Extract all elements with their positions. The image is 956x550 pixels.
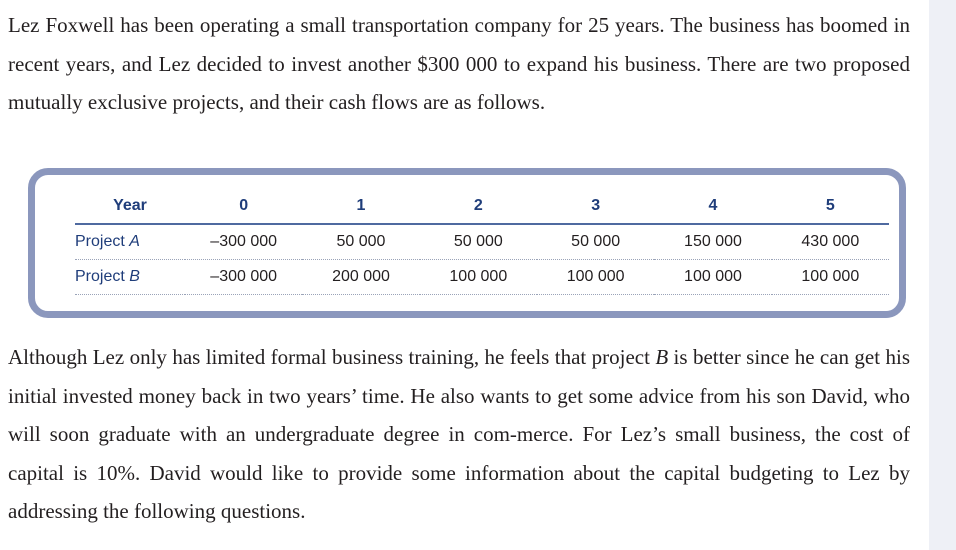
table-cell: 100 000 [419,259,537,295]
analysis-text-start: Although Lez only has limited formal bus… [8,345,656,369]
row-label-project-a: Project A [75,224,185,260]
table-row: Project A –300 000 50 000 50 000 50 000 … [75,224,889,260]
intro-paragraph: Lez Foxwell has been operating a small t… [8,13,910,114]
row-label-letter: B [129,268,140,285]
project-variable: B [655,345,669,369]
table-row: Project B –300 000 200 000 100 000 100 0… [75,259,889,295]
analysis-paragraph: Although Lez only has limited formal bus… [8,338,910,531]
table-cell: 100 000 [654,259,772,295]
table-cell: 50 000 [536,224,655,260]
header-year-5: 5 [771,189,889,225]
table-cell: 50 000 [419,224,537,260]
cash-flow-table-wrap: Year 0 1 2 3 4 5 Project A –300 000 50 0… [75,189,889,295]
header-year-label: Year [75,189,185,225]
table-cell: 200 000 [302,259,420,295]
table-header-row: Year 0 1 2 3 4 5 [75,189,889,225]
header-year-1: 1 [302,189,420,225]
row-label-prefix: Project [75,268,130,285]
table-cell: 430 000 [771,224,889,260]
table-cell: 50 000 [302,224,420,260]
table-cell: 100 000 [771,259,889,295]
analysis-text-end: is better since he can get his initial i… [8,345,910,523]
row-label-project-b: Project B [75,259,185,295]
header-year-4: 4 [654,189,772,225]
header-year-2: 2 [419,189,537,225]
header-year-3: 3 [536,189,655,225]
table-cell: 150 000 [654,224,772,260]
table-cell: –300 000 [185,224,303,260]
cash-flow-table-frame: Year 0 1 2 3 4 5 Project A –300 000 50 0… [28,168,906,318]
table-cell: 100 000 [536,259,655,295]
page-margin-strip [929,0,956,550]
row-label-letter: A [129,233,140,250]
cash-flow-table: Year 0 1 2 3 4 5 Project A –300 000 50 0… [75,189,889,295]
row-label-prefix: Project [75,233,130,250]
table-cell: –300 000 [185,259,303,295]
header-year-0: 0 [185,189,303,225]
